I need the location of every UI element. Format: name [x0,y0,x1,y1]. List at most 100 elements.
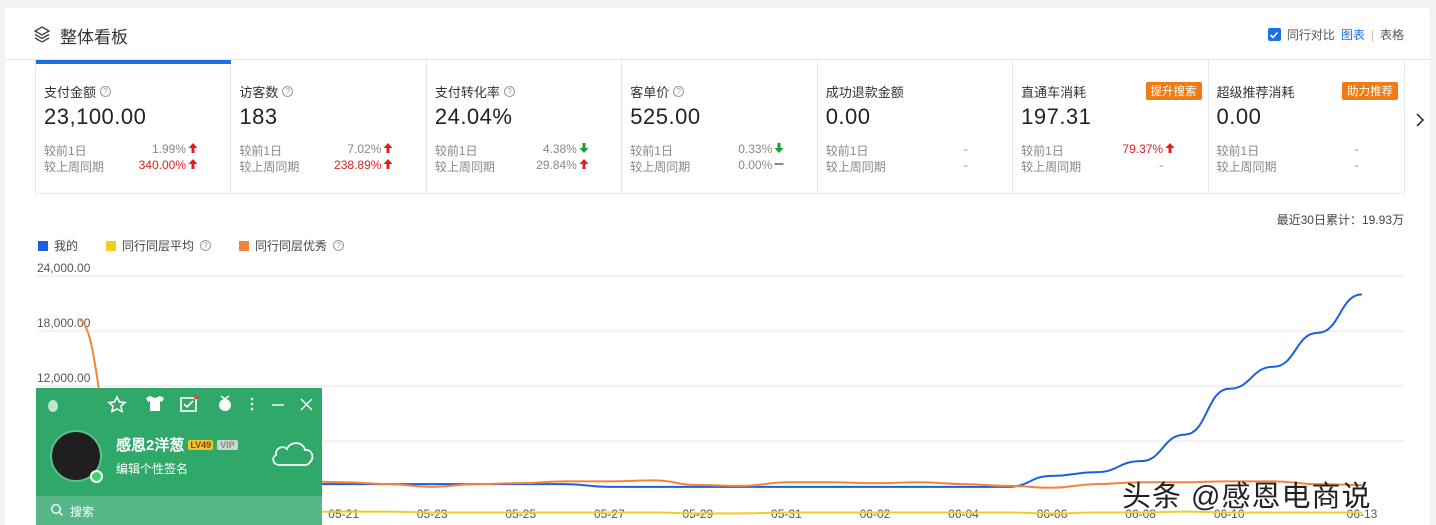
compare-prev-day: 较前1日 - [825,142,968,158]
metric-value: 23,100.00 [44,104,147,129]
arrow-up-icon [383,159,393,169]
compare-label[interactable]: 同行对比 [1286,28,1335,42]
help-icon[interactable]: ? [100,86,112,97]
chart-view-link[interactable]: 图表 [1340,28,1365,42]
legend-swatch [106,240,117,251]
metric-label: 成功退款金额 [825,85,904,100]
metric-label: 直通车消耗 [1021,85,1087,100]
star-icon[interactable] [107,395,127,413]
metric-value: 24.04% [434,104,513,129]
compare-checkbox[interactable] [1267,28,1281,41]
x-tick-label: 06-04 [948,507,979,521]
metric-label: 客单价? [630,82,685,101]
metric-card[interactable]: 成功退款金额 0.00 较前1日 - 较上周同期 - [818,60,1014,193]
metric-value: 0.00 [825,104,871,129]
layers-icon [33,26,51,43]
legend-item-peer-average[interactable]: 同行同层平均? [106,237,212,254]
qq-nickname[interactable]: 感恩2洋葱 [116,437,185,454]
compare-prev-day: 较前1日 4.38% [435,142,615,159]
compare-last-week: 较上周同期 - [1021,158,1164,174]
help-icon[interactable]: ? [200,240,212,251]
qq-penguin-icon[interactable] [48,400,58,412]
compare-prev-day: 较前1日 7.02% [239,142,419,159]
compare-last-week: 较上周同期 - [825,158,968,174]
help-icon[interactable]: ? [333,240,345,251]
legend-swatch [239,240,250,251]
metric-card[interactable]: 支付金额? 23,100.00 较前1日 1.99% 较上周同期 340.00% [36,60,232,193]
legend-label: 同行同层平均 [122,239,195,253]
close-icon[interactable] [300,398,313,411]
y-tick-label: 12,000.00 [37,371,91,385]
cumulative-total: 最近30日累计：19.93万 [1276,213,1404,227]
table-view-link[interactable]: 表格 [1379,28,1404,42]
cloud-icon[interactable] [268,436,318,470]
x-tick-label: 05-21 [328,507,359,521]
arrow-down-icon [774,143,784,153]
medal-icon[interactable] [219,395,231,411]
vip-badge[interactable]: VIP [217,439,238,450]
legend-item-peer-excellent[interactable]: 同行同层优秀? [239,237,345,254]
promo-badge[interactable]: 助力推荐 [1341,82,1398,100]
metric-label: 访客数? [239,82,294,101]
x-tick-label: 05-31 [771,507,802,521]
legend-item-mine[interactable]: 我的 [38,237,78,254]
compare-last-week: 较上周同期 238.89% [239,158,419,175]
arrow-up-icon [188,143,198,153]
x-tick-label: 06-10 [1214,507,1245,521]
legend-label: 我的 [54,239,79,253]
chevron-right-icon[interactable] [1413,108,1427,132]
qq-search-bar[interactable]: 搜索 [36,496,322,525]
view-separator: | [1370,27,1374,42]
metric-value: 197.31 [1021,104,1092,129]
x-tick-label: 05-25 [505,507,536,521]
help-icon[interactable]: ? [673,86,685,97]
calendar-icon[interactable] [180,394,199,412]
qq-nickname-row: 感恩2洋葱 LV49 VIP [116,434,238,455]
metric-label: 支付金额? [44,82,112,101]
legend-label: 同行同层优秀 [255,239,328,253]
arrow-up-icon [188,159,198,169]
y-tick-label: 24,000.00 [37,261,91,275]
help-icon[interactable]: ? [282,86,294,97]
compare-prev-day: 较前1日 0.33% [630,142,810,159]
metric-card[interactable]: 直通车消耗 提升搜索 197.31 较前1日 79.37% 较上周同期 - [1013,60,1209,193]
arrow-up-icon [1165,143,1175,153]
arrow-up-icon [383,143,393,153]
metric-value: 0.00 [1216,104,1262,129]
promo-badge[interactable]: 提升搜索 [1145,82,1202,100]
metric-cards: 支付金额? 23,100.00 较前1日 1.99% 较上周同期 340.00% 访客数? 1… [35,60,1405,194]
metric-label: 超级推荐消耗 [1216,85,1295,100]
level-badge: LV49 [188,439,214,450]
watermark: 头条 @感恩电商说 [1122,481,1372,513]
x-tick-label: 06-13 [1347,507,1378,521]
x-tick-label: 05-27 [594,507,625,521]
avatar[interactable] [50,430,102,482]
search-icon [50,503,63,516]
metric-card[interactable]: 访客数? 183 较前1日 7.02% 较上周同期 238.89% [231,60,427,193]
more-menu-icon[interactable] [250,397,254,411]
compare-prev-day: 较前1日 - [1216,142,1359,158]
x-tick-label: 06-08 [1125,507,1156,521]
metric-value: 525.00 [630,104,701,129]
view-controls: 同行对比 图表 | 表格 [1267,26,1404,43]
panel-title: 整体看板 [60,28,128,47]
metric-card[interactable]: 超级推荐消耗 助力推荐 0.00 较前1日 - 较上周同期 - [1209,60,1404,193]
qq-panel: 感恩2洋葱 LV49 VIP 编辑个性签名 搜索 [36,388,322,525]
compare-prev-day: 较前1日 1.99% [44,142,224,159]
compare-prev-day: 较前1日 79.37% [1021,142,1201,159]
search-input[interactable]: 搜索 [70,505,95,519]
metric-card[interactable]: 支付转化率? 24.04% 较前1日 4.38% 较上周同期 29.84% [427,60,623,193]
y-tick-label: 18,000.00 [37,316,91,330]
x-tick-label: 05-23 [417,507,448,521]
panel-header: 整体看板 同行对比 图表 | 表格 [5,8,1430,60]
x-tick-label: 06-02 [860,507,891,521]
flat-trend-icon [774,163,784,165]
compare-last-week: 较上周同期 29.84% [435,158,615,175]
help-icon[interactable]: ? [503,86,515,97]
signature-field[interactable]: 编辑个性签名 [116,462,189,476]
tshirt-icon[interactable] [146,396,164,411]
compare-last-week: 较上周同期 0.00% [630,158,810,175]
chart-legend: 我的 同行同层平均? 同行同层优秀? [38,237,345,254]
metric-card[interactable]: 客单价? 525.00 较前1日 0.33% 较上周同期 0.00% [622,60,818,193]
